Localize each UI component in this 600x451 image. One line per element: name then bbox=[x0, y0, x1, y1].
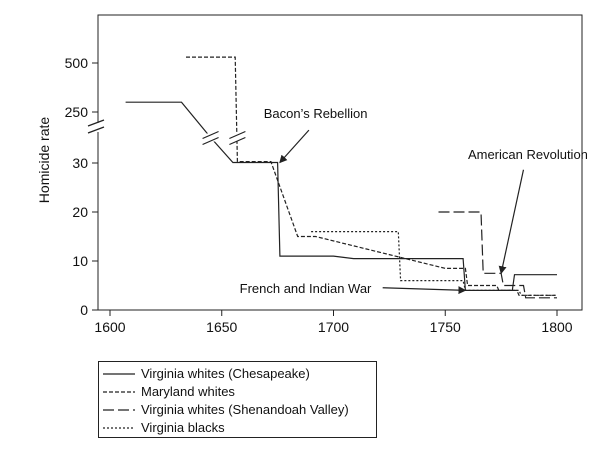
line-break-mark bbox=[229, 136, 246, 146]
annotation-arrow bbox=[498, 169, 525, 275]
legend-label: Maryland whites bbox=[141, 384, 235, 399]
series-line-2 bbox=[186, 56, 557, 296]
y-tick-label: 10 bbox=[72, 253, 88, 269]
y-tick-label: 250 bbox=[65, 104, 89, 120]
annotation-label: Bacon’s Rebellion bbox=[264, 106, 368, 121]
line-break-mark bbox=[202, 130, 219, 140]
plot-frame bbox=[97, 14, 583, 311]
legend-item: Maryland whites bbox=[99, 383, 376, 400]
line-break-mark bbox=[229, 130, 246, 140]
legend-swatch bbox=[103, 373, 135, 375]
y-tick-label: 0 bbox=[80, 302, 88, 318]
axis-break-gap bbox=[88, 123, 104, 132]
y-tick-label: 500 bbox=[65, 55, 89, 71]
series-line-1 bbox=[125, 101, 557, 291]
x-tick-label: 1700 bbox=[318, 319, 349, 335]
legend-swatch bbox=[103, 391, 135, 393]
legend-label: Virginia whites (Shenandoah Valley) bbox=[141, 402, 349, 417]
legend-item: Virginia blacks bbox=[99, 419, 376, 436]
annotation-label: American Revolution bbox=[468, 147, 588, 162]
legend-swatch bbox=[103, 409, 135, 411]
x-tick-label: 1600 bbox=[94, 319, 125, 335]
annotation-arrow bbox=[279, 129, 310, 164]
legend-item: Virginia whites (Shenandoah Valley) bbox=[99, 401, 376, 418]
y-tick-label: 20 bbox=[72, 204, 88, 220]
legend-item: Virginia whites (Chesapeake) bbox=[99, 365, 376, 382]
series-line-3 bbox=[438, 211, 557, 299]
annotation-arrow bbox=[382, 286, 467, 295]
line-break-mark bbox=[202, 136, 219, 146]
line-break-gap bbox=[201, 133, 220, 142]
y-tick-label: 30 bbox=[72, 155, 88, 171]
legend-label: Virginia blacks bbox=[141, 420, 225, 435]
annotation-label: French and Indian War bbox=[240, 281, 372, 296]
x-tick-label: 1650 bbox=[206, 319, 237, 335]
y-axis-label: Homicide rate bbox=[36, 117, 52, 204]
legend: Virginia whites (Chesapeake) Maryland whi… bbox=[98, 361, 377, 438]
line-break-gap bbox=[228, 133, 247, 142]
legend-label: Virginia whites (Chesapeake) bbox=[141, 366, 310, 381]
x-tick-label: 1750 bbox=[430, 319, 461, 335]
legend-swatch bbox=[103, 427, 135, 429]
axis-break-mark bbox=[87, 126, 105, 134]
x-tick-label: 1800 bbox=[541, 319, 572, 335]
axis-break-mark bbox=[87, 119, 105, 127]
